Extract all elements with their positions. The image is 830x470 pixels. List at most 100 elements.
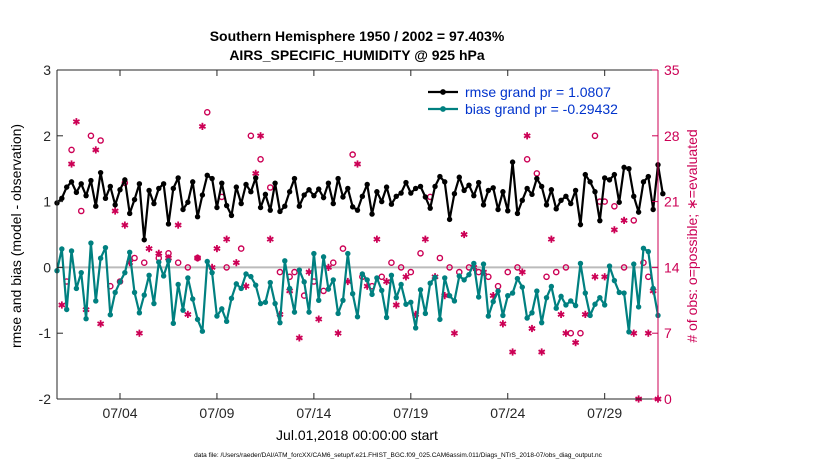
asterisk-stroke xyxy=(155,250,163,256)
asterisk-stroke xyxy=(295,335,303,341)
rmse-point xyxy=(204,172,210,178)
bias-point xyxy=(563,302,569,308)
rmse-point xyxy=(131,196,138,203)
obs-possible-marker xyxy=(329,259,337,267)
obs-possible-marker xyxy=(140,259,148,267)
y2-axis-label: # of obs: o=possible; ∗=evaluated xyxy=(684,129,700,342)
rmse-point xyxy=(471,192,477,199)
asterisk-stroke xyxy=(610,227,618,233)
bias-point xyxy=(306,309,312,315)
rmse-point xyxy=(122,177,128,183)
bias-point xyxy=(296,267,303,273)
bias-point xyxy=(606,263,613,269)
plot-background xyxy=(57,70,658,399)
rmse-point xyxy=(68,179,75,185)
bias-point xyxy=(364,277,370,283)
bias-point xyxy=(335,310,341,317)
obs-possible-marker xyxy=(77,207,85,215)
rmse-point xyxy=(442,179,448,185)
rmse-point xyxy=(635,209,642,215)
x-tick-label: 07/09 xyxy=(199,405,234,421)
bias-point xyxy=(451,298,458,304)
rmse-point xyxy=(170,185,177,192)
obs-evaluated-marker xyxy=(591,273,599,281)
rmse-point xyxy=(102,195,109,202)
asterisk-stroke xyxy=(92,147,100,153)
obs-evaluated-marker xyxy=(193,254,202,262)
y-tick-label: 3 xyxy=(43,62,51,78)
y-tick-label: -1 xyxy=(39,325,52,341)
obs-possible-marker xyxy=(223,264,230,271)
rmse-point xyxy=(151,200,157,207)
rmse-point xyxy=(514,210,521,217)
rmse-point xyxy=(587,179,593,185)
obs-evaluated-marker xyxy=(72,118,80,126)
asterisk-stroke xyxy=(509,349,517,355)
x-tick-label: 07/19 xyxy=(393,405,428,421)
bias-point xyxy=(534,288,540,294)
bias-point xyxy=(408,299,414,305)
obs-possible-marker xyxy=(577,329,584,337)
bias-point xyxy=(446,292,453,299)
rmse-point xyxy=(238,200,244,207)
rmse-point xyxy=(379,198,385,205)
obs-evaluated-marker xyxy=(562,329,570,337)
asterisk-stroke xyxy=(538,349,546,355)
rmse-point xyxy=(185,199,191,205)
bias-point xyxy=(277,319,283,326)
bias-point xyxy=(330,277,336,283)
rmse-point xyxy=(534,175,540,182)
asterisk-stroke xyxy=(547,236,555,242)
rmse-point xyxy=(112,202,118,208)
obs-count-markers xyxy=(58,109,662,403)
bias-point xyxy=(117,279,123,285)
obs-possible-marker xyxy=(237,245,245,252)
asterisk-stroke xyxy=(460,231,468,238)
bias-point xyxy=(320,254,327,260)
obs-evaluated-marker xyxy=(620,216,628,224)
obs-evaluated-marker xyxy=(538,348,546,356)
obs-possible-marker xyxy=(514,264,521,271)
rmse-point xyxy=(383,184,390,190)
bias-point xyxy=(73,285,80,292)
asterisk-stroke xyxy=(145,246,153,252)
rmse-point xyxy=(320,194,327,201)
obs-evaluated-marker xyxy=(155,249,163,257)
bias-point xyxy=(500,312,506,319)
bias-point xyxy=(645,248,652,255)
bias-point xyxy=(543,294,550,301)
rmse-point xyxy=(529,191,535,198)
x-tick-label: 07/24 xyxy=(490,405,525,421)
bias-point xyxy=(475,294,482,300)
plot-area xyxy=(57,70,658,399)
bias-point xyxy=(214,313,220,319)
rmse-point xyxy=(253,175,259,181)
asterisk-stroke xyxy=(353,161,362,167)
bias-point xyxy=(379,287,385,294)
rmse-point xyxy=(286,189,293,195)
asterisk-stroke xyxy=(111,208,119,214)
bias-point xyxy=(587,312,593,319)
bias-point xyxy=(485,313,492,319)
bias-point xyxy=(267,279,273,286)
bias-point xyxy=(519,284,525,290)
obs-possible-marker xyxy=(131,254,138,262)
bias-point xyxy=(316,297,322,303)
rmse-point xyxy=(277,208,283,215)
obs-possible-marker xyxy=(266,184,274,191)
rmse-point xyxy=(475,179,482,186)
obs-evaluated-marker xyxy=(315,315,323,323)
rmse-point xyxy=(490,185,496,191)
bias-point xyxy=(558,293,564,300)
obs-evaluated-marker xyxy=(610,226,618,234)
rmse-point xyxy=(156,185,162,192)
rmse-point xyxy=(223,202,230,209)
rmse-point xyxy=(437,173,443,180)
bias-point xyxy=(480,261,487,267)
y-tick-label: 0 xyxy=(43,259,51,275)
bias-point xyxy=(160,273,167,279)
obs-possible-marker xyxy=(620,264,628,271)
rmse-point xyxy=(403,179,409,186)
obs-possible-marker xyxy=(257,155,264,163)
rmse-point xyxy=(393,193,399,200)
